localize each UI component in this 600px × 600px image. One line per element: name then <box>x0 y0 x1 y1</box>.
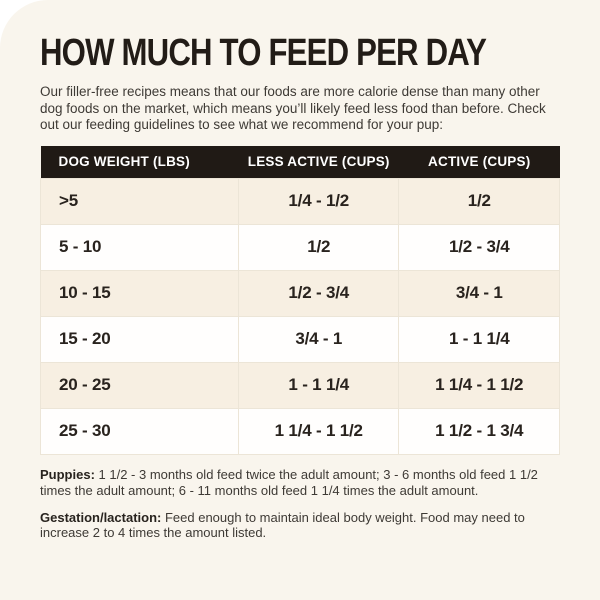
puppies-note-label: Puppies: <box>40 466 95 482</box>
weight-cell: 25 - 30 <box>40 407 239 455</box>
table-row: 10 - 15 1/2 - 3/4 3/4 - 1 <box>40 269 560 317</box>
table-row: >5 1/4 - 1/2 1/2 <box>40 177 560 225</box>
feeding-table-header: DOG WEIGHT (LBS) LESS ACTIVE (CUPS) ACTI… <box>40 145 560 179</box>
table-row: 25 - 30 1 1/4 - 1 1/2 1 1/2 - 1 3/4 <box>40 407 560 455</box>
less-active-cell: 1/2 - 3/4 <box>237 269 400 317</box>
puppies-note-text: 1 1/2 - 3 months old feed twice the adul… <box>40 466 538 498</box>
table-row: 5 - 10 1/2 1/2 - 3/4 <box>40 223 560 271</box>
gestation-note-label: Gestation/lactation: <box>40 509 162 525</box>
intro-paragraph: Our filler-free recipes means that our f… <box>40 84 546 133</box>
active-cell: 1 - 1 1/4 <box>398 315 560 363</box>
column-header-active: ACTIVE (CUPS) <box>428 154 531 170</box>
weight-cell: 15 - 20 <box>40 315 239 363</box>
less-active-cell: 1/2 <box>237 223 400 271</box>
weight-cell: 10 - 15 <box>40 269 239 317</box>
feeding-table: DOG WEIGHT (LBS) LESS ACTIVE (CUPS) ACTI… <box>40 145 560 455</box>
column-header-dog-weight: DOG WEIGHT (LBS) <box>58 154 190 170</box>
active-cell: 1 1/4 - 1 1/2 <box>398 361 560 409</box>
weight-cell: >5 <box>40 177 239 225</box>
active-cell: 3/4 - 1 <box>398 269 560 317</box>
less-active-cell: 1 - 1 1/4 <box>237 361 400 409</box>
active-cell: 1 1/2 - 1 3/4 <box>398 407 560 455</box>
puppies-note: Puppies: 1 1/2 - 3 months old feed twice… <box>40 467 560 499</box>
gestation-note-text: Feed enough to maintain ideal body weigh… <box>40 509 525 541</box>
table-header-row: DOG WEIGHT (LBS) LESS ACTIVE (CUPS) ACTI… <box>40 145 560 179</box>
less-active-cell: 3/4 - 1 <box>237 315 400 363</box>
gestation-note: Gestation/lactation: Feed enough to main… <box>40 510 560 542</box>
active-cell: 1/2 <box>398 177 560 225</box>
weight-cell: 5 - 10 <box>40 223 239 271</box>
less-active-cell: 1 1/4 - 1 1/2 <box>237 407 400 455</box>
footnotes: Puppies: 1 1/2 - 3 months old feed twice… <box>40 467 560 541</box>
column-header-less-active: LESS ACTIVE (CUPS) <box>247 154 390 170</box>
less-active-cell: 1/4 - 1/2 <box>237 177 400 225</box>
page-title: HOW MUCH TO FEED PER DAY <box>40 32 487 74</box>
feeding-table-body: >5 1/4 - 1/2 1/2 5 - 10 1/2 1/2 - 3/4 10 - 15 1… <box>40 177 560 455</box>
weight-cell: 20 - 25 <box>40 361 239 409</box>
active-cell: 1/2 - 3/4 <box>398 223 560 271</box>
table-row: 20 - 25 1 - 1 1/4 1 1/4 - 1 1/2 <box>40 361 560 409</box>
